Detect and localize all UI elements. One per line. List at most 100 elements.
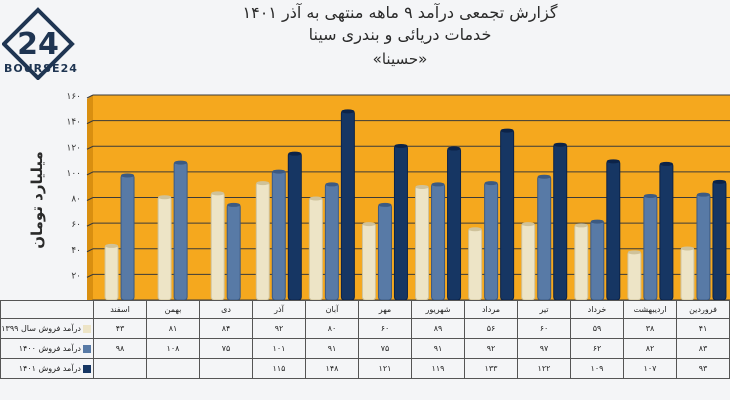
bar-1401 bbox=[553, 143, 568, 300]
bar-top bbox=[415, 184, 429, 189]
gridline-side bbox=[86, 273, 94, 278]
chart-title: گزارش تجمعی درآمد ۹ ماهه منتهی به آذر ۱۴… bbox=[242, 3, 558, 22]
data-label: ۳۸ bbox=[623, 318, 677, 339]
bar-top bbox=[659, 161, 673, 166]
data-label bbox=[93, 358, 147, 379]
bar-1400 bbox=[484, 181, 499, 300]
bar-top bbox=[272, 169, 286, 174]
bar-1401 bbox=[447, 147, 462, 300]
category-label: آذر bbox=[252, 300, 306, 319]
series-name-text: درآمد فروش ۱۴۰۰ bbox=[18, 344, 81, 353]
gridline-side bbox=[86, 94, 94, 99]
bar-1399 bbox=[255, 181, 270, 300]
bar-top bbox=[447, 146, 461, 151]
data-label: ۸۳ bbox=[676, 338, 730, 359]
bar-1400 bbox=[173, 161, 188, 300]
bar-top bbox=[553, 142, 567, 147]
bar-1399 bbox=[468, 227, 483, 300]
bar-top bbox=[696, 192, 710, 197]
data-label: ۹۳ bbox=[676, 358, 730, 379]
bar-top bbox=[643, 193, 657, 198]
data-label: ۱۳۳ bbox=[464, 358, 518, 379]
category-label: خرداد bbox=[570, 300, 624, 319]
data-label: ۸۴ bbox=[199, 318, 253, 339]
data-label: ۱۰۹ bbox=[570, 358, 624, 379]
data-label: ۸۹ bbox=[411, 318, 465, 339]
category-label: بهمن bbox=[146, 300, 200, 319]
data-label: ۹۲ bbox=[252, 318, 306, 339]
data-label: ۱۰۷ bbox=[623, 358, 677, 379]
bar-1399 bbox=[308, 197, 323, 300]
y-tick-label: ۶۰ bbox=[71, 220, 81, 230]
bar-top bbox=[394, 143, 408, 148]
table-row: درآمد فروش سال ۱۳۹۹ ۴۳ ۸۱ ۸۴ ۹۲ ۸۰ ۶۰ ۸۹ ۵۶ ۶۰ ۵۹ ۳… bbox=[0, 318, 730, 339]
data-label: ۶۲ bbox=[570, 338, 624, 359]
data-label: ۹۲ bbox=[464, 338, 518, 359]
bar-1401 bbox=[500, 129, 515, 300]
bar-top bbox=[362, 222, 376, 227]
logo-mark: 24 bbox=[17, 27, 59, 62]
bar-1401 bbox=[712, 180, 727, 300]
bar-top bbox=[590, 219, 604, 224]
bar-1400 bbox=[377, 203, 392, 300]
bar-1400 bbox=[696, 193, 711, 300]
bar-top bbox=[227, 202, 241, 207]
bar-top bbox=[174, 160, 188, 165]
category-label: مهر bbox=[358, 300, 412, 319]
series-name: درآمد فروش سال ۱۳۹۹ bbox=[0, 318, 94, 339]
table-corner bbox=[0, 300, 94, 319]
bourse24-logo: 24 bbox=[2, 7, 75, 80]
bar-1399 bbox=[415, 185, 430, 300]
bar-1400 bbox=[226, 203, 241, 300]
data-label bbox=[146, 358, 200, 379]
bar-top bbox=[712, 179, 726, 184]
data-label: ۴۱ bbox=[676, 318, 730, 339]
chart-title-block: گزارش تجمعی درآمد ۹ ماهه منتهی به آذر ۱۴… bbox=[150, 2, 650, 70]
data-label: ۷۵ bbox=[199, 338, 253, 359]
category-label: اسفند bbox=[93, 300, 147, 319]
y-tick-label: ۱۲۰ bbox=[66, 143, 81, 153]
data-label: ۹۱ bbox=[411, 338, 465, 359]
gridline-side bbox=[86, 197, 94, 201]
bar-top bbox=[121, 173, 135, 178]
bar-top bbox=[627, 250, 641, 255]
y-tick-label: ۲۰ bbox=[71, 271, 81, 281]
bar-1401 bbox=[393, 144, 408, 300]
data-label: ۹۱ bbox=[305, 338, 359, 359]
data-label bbox=[199, 358, 253, 379]
data-label: ۱۱۹ bbox=[411, 358, 465, 379]
bar-1399 bbox=[521, 222, 536, 300]
bar-top bbox=[606, 159, 620, 164]
category-label: اردیبهشت bbox=[623, 300, 677, 319]
series-name: درآمد فروش ۱۴۰۰ bbox=[0, 338, 94, 359]
bar-top bbox=[537, 174, 551, 179]
category-label: تیر bbox=[517, 300, 571, 319]
data-label: ۸۲ bbox=[623, 338, 677, 359]
data-label: ۴۳ bbox=[93, 318, 147, 339]
y-tick-label: ۱۰۰ bbox=[66, 169, 81, 179]
bar-top bbox=[431, 182, 445, 187]
category-label: آبان bbox=[305, 300, 359, 319]
series-name: درآمد فروش ۱۴۰۱ bbox=[0, 358, 94, 379]
bar-top bbox=[468, 227, 482, 232]
data-label: ۸۰ bbox=[305, 318, 359, 339]
bar-1400 bbox=[271, 170, 286, 300]
data-label: ۹۸ bbox=[93, 338, 147, 359]
y-axis-label: میلیارد تومان bbox=[28, 151, 46, 249]
data-label: ۹۷ bbox=[517, 338, 571, 359]
bar-top bbox=[484, 181, 498, 186]
y-tick-label: ۱۶۰ bbox=[66, 92, 81, 102]
data-label: ۱۲۱ bbox=[358, 358, 412, 379]
table-row: درآمد فروش ۱۴۰۰ ۹۸ ۱۰۸ ۷۵ ۱۰۱ ۹۱ ۷۵ ۹۱ ۹۲ ۹۷ ۶۲ ۸۲ ۸… bbox=[0, 338, 730, 359]
logo-text: BOURSE24 bbox=[4, 62, 78, 75]
bar-top bbox=[341, 109, 355, 114]
gridline-side bbox=[86, 120, 94, 125]
bar-1400 bbox=[590, 220, 605, 300]
gridline-side bbox=[86, 248, 94, 253]
data-label: ۶۰ bbox=[358, 318, 412, 339]
data-label: ۱۱۵ bbox=[252, 358, 306, 379]
bar-1401 bbox=[659, 162, 674, 300]
bar-1400 bbox=[120, 173, 135, 300]
category-label: دی bbox=[199, 300, 253, 319]
gridline-side bbox=[86, 145, 94, 150]
